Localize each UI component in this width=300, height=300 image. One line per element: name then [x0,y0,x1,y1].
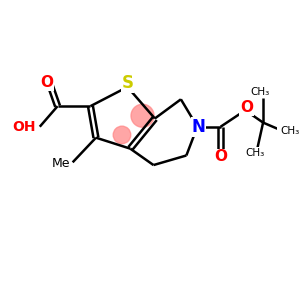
Text: S: S [122,74,134,92]
Text: O: O [240,100,253,115]
Text: CH₃: CH₃ [251,88,270,98]
Text: O: O [214,149,227,164]
Circle shape [131,104,154,127]
Text: Me: Me [51,157,70,170]
Text: O: O [40,75,53,90]
Text: OH: OH [12,120,36,134]
Text: CH₃: CH₃ [281,126,300,136]
Text: CH₃: CH₃ [245,148,265,158]
Circle shape [113,126,131,144]
Text: N: N [192,118,206,136]
